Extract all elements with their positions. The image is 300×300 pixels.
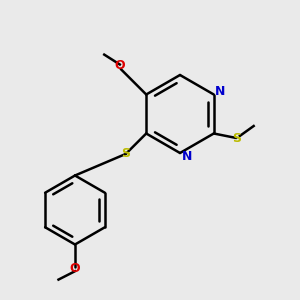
Text: S: S	[232, 131, 242, 145]
Text: N: N	[215, 85, 226, 98]
Text: S: S	[121, 147, 130, 161]
Text: O: O	[114, 59, 124, 72]
Text: N: N	[182, 149, 192, 163]
Text: O: O	[70, 262, 80, 275]
